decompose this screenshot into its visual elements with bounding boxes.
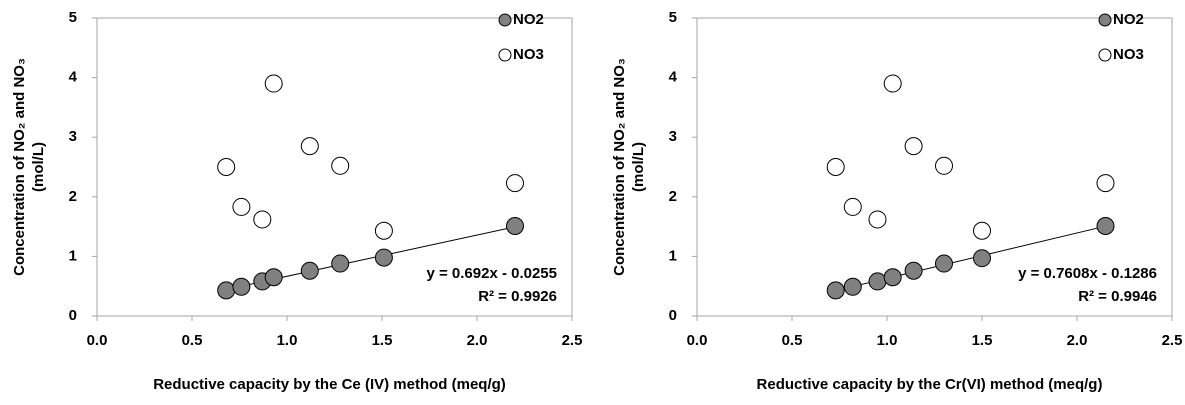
legend-marker: [1098, 13, 1112, 27]
y-tick-label: 5: [69, 9, 77, 26]
x-tick-label: 2.0: [467, 332, 488, 349]
x-tick-label: 2.5: [562, 332, 583, 349]
point: [843, 277, 862, 296]
point: [1096, 174, 1115, 193]
y-tick-label: 4: [669, 69, 678, 86]
point: [935, 156, 953, 175]
x-tick-label: 0.0: [687, 332, 708, 349]
y-tick-label: 1: [69, 247, 77, 264]
trend-equation: y = 0.7608x - 0.1286: [1018, 265, 1157, 282]
point: [374, 221, 393, 240]
legend-marker: [498, 13, 512, 27]
y-tick-label: 0: [69, 307, 77, 324]
point: [374, 248, 393, 267]
point: [217, 158, 236, 176]
point: [935, 254, 953, 273]
point: [506, 217, 524, 236]
x-tick-label: 2.5: [1162, 332, 1183, 349]
x-tick-label: 0.5: [182, 332, 203, 349]
x-tick-label: 1.0: [277, 332, 298, 349]
y-tick-label: 4: [69, 69, 78, 86]
legend-label: NO3: [513, 46, 544, 63]
x-tick-label: 0.0: [87, 332, 108, 349]
point: [264, 268, 283, 287]
point: [973, 249, 991, 268]
trend-equation: y = 0.692x - 0.0255: [426, 265, 557, 282]
y-tick-label: 0: [669, 307, 677, 324]
legend-label: NO3: [1113, 46, 1144, 63]
point: [217, 281, 236, 300]
plot-area: [96, 17, 573, 317]
x-axis-label: Reductive capacity by the Cr(VI) method …: [757, 376, 1103, 393]
point: [826, 158, 845, 176]
y-tick-label: 2: [669, 188, 677, 205]
x-tick-label: 2.0: [1067, 332, 1088, 349]
point: [904, 137, 923, 156]
legend-label: NO2: [1113, 11, 1144, 28]
legend-label: NO2: [513, 11, 544, 28]
x-tick-label: 1.0: [877, 332, 898, 349]
point: [883, 74, 902, 93]
legend-marker: [498, 48, 512, 62]
plot-area: [696, 17, 1173, 317]
point: [843, 197, 862, 216]
y-tick-label: 3: [669, 128, 677, 145]
point: [300, 137, 319, 156]
point: [883, 268, 902, 287]
point: [232, 277, 251, 296]
point: [1096, 217, 1115, 236]
y-tick-label: 2: [69, 188, 77, 205]
point: [331, 156, 350, 175]
point: [868, 272, 887, 291]
point: [868, 210, 887, 229]
point: [904, 261, 923, 280]
x-tick-label: 1.5: [972, 332, 993, 349]
point: [253, 210, 272, 229]
point: [973, 221, 991, 240]
y-tick-label: 3: [69, 128, 77, 145]
y-axis-label: Concentration of NO₂ and NO₃: [611, 58, 628, 276]
point: [826, 281, 845, 300]
trend-r2: R² = 0.9926: [478, 288, 557, 305]
legend-marker: [1098, 48, 1112, 62]
y-axis-label: (mol/L): [30, 142, 47, 192]
x-tick-label: 1.5: [372, 332, 393, 349]
point: [506, 174, 524, 193]
point: [331, 254, 350, 273]
y-tick-label: 1: [669, 247, 677, 264]
y-axis-label: Concentration of NO₂ and NO₃: [11, 58, 28, 276]
x-axis-label: Reductive capacity by the Ce (IV) method…: [153, 376, 506, 393]
point: [264, 74, 283, 93]
x-tick-label: 0.5: [782, 332, 803, 349]
y-tick-label: 5: [669, 9, 677, 26]
trend-r2: R² = 0.9946: [1078, 288, 1157, 305]
y-axis-label: (mol/L): [630, 142, 647, 192]
point: [232, 197, 251, 216]
point: [300, 261, 319, 280]
